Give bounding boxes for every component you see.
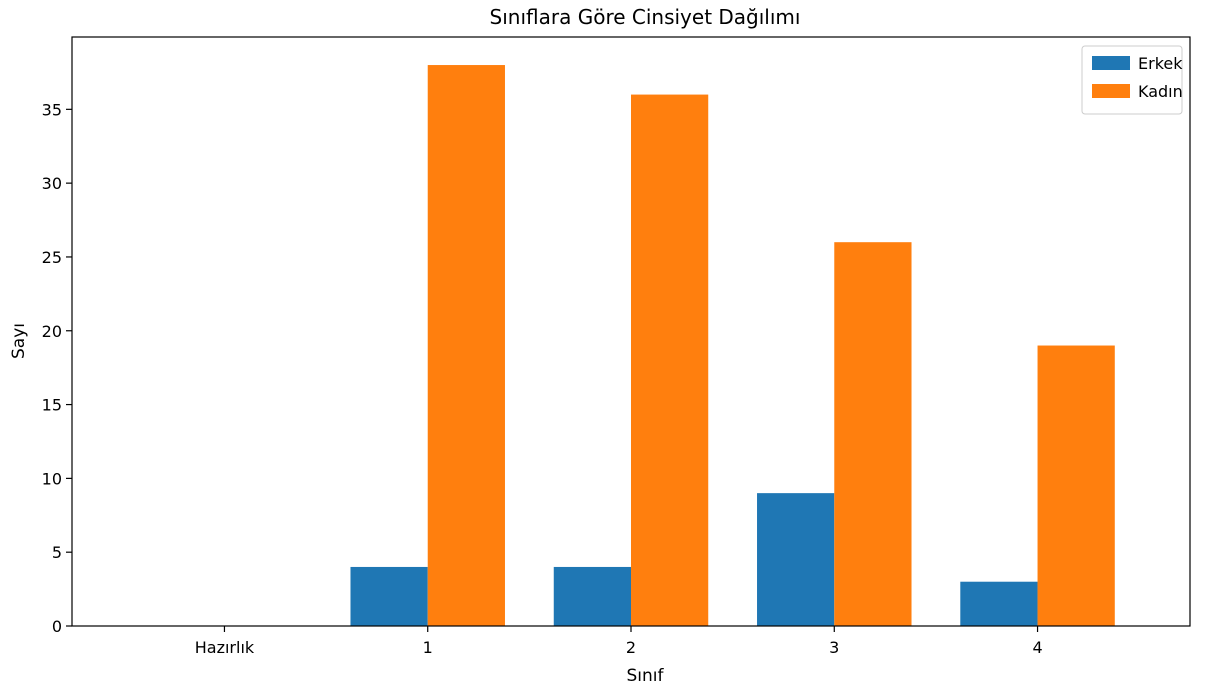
- x-axis-label: Sınıf: [627, 666, 665, 686]
- bar-kadın-4: [1037, 345, 1115, 626]
- legend-swatch-erkek: [1092, 56, 1130, 70]
- legend-swatch-kadın: [1092, 84, 1130, 98]
- legend: Erkek Kadın: [1081, 45, 1183, 115]
- bar-kadın-1: [427, 65, 505, 627]
- y-tick-label: 30: [42, 174, 62, 193]
- chart-title: Sınıflara Göre Cinsiyet Dağılımı: [490, 5, 801, 29]
- y-tick-label: 5: [52, 543, 62, 562]
- x-tick-label: 1: [423, 638, 433, 657]
- bar-erkek-3: [757, 493, 835, 626]
- bar-erkek-2: [553, 566, 631, 626]
- legend-label-kadın: Kadın: [1138, 82, 1183, 101]
- y-tick-label: 35: [42, 100, 62, 119]
- bars-layer: [350, 65, 1115, 627]
- legend-label-erkek: Erkek: [1138, 54, 1183, 73]
- y-tick-label: 15: [42, 396, 62, 415]
- y-tick-label: 25: [42, 248, 62, 267]
- x-tick-label: Hazırlık: [195, 638, 255, 657]
- y-axis-label: Sayı: [9, 323, 29, 359]
- bar-erkek-4: [960, 581, 1038, 626]
- y-tick-label: 0: [52, 617, 62, 636]
- bar-kadın-3: [834, 242, 912, 626]
- axes-layer: 0 5 10 15 20 25 30 35 Hazırlık 1 2 3 4: [42, 36, 1191, 657]
- bar-kadın-2: [631, 94, 709, 627]
- x-tick-label: 4: [1032, 638, 1042, 657]
- bar-erkek-1: [350, 566, 428, 626]
- y-tick-label: 20: [42, 322, 62, 341]
- y-tick-label: 10: [42, 469, 62, 488]
- x-tick-label: 3: [829, 638, 839, 657]
- x-tick-label: 2: [626, 638, 636, 657]
